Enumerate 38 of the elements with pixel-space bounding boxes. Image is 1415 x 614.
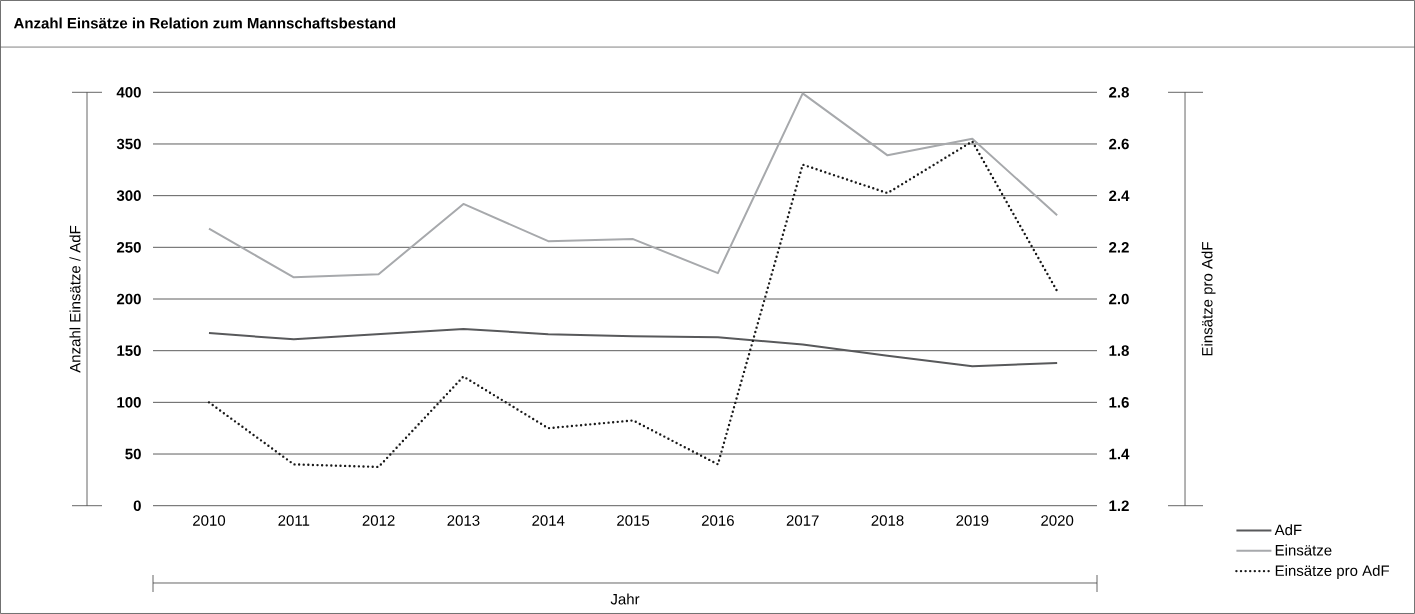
x-tick-label: 2020 [1041,515,1074,526]
x-tick-label: 2018 [871,515,904,526]
y2-axis-title: Einsätze pro AdF [1201,242,1216,356]
y2-tick-label: 1.2 [1109,500,1129,511]
legend-label: Einsätze [1275,544,1332,556]
y2-tick-label: 2.0 [1109,293,1129,305]
y2-tick-label: 1.6 [1109,397,1129,408]
line-series [207,92,1059,279]
y-tick-label: 0 [133,500,141,511]
x-tick-label: 2013 [447,515,480,526]
legend-label: Einsätze pro AdF [1275,564,1390,579]
y2-tick-label: 2.8 [1109,86,1129,98]
x-tick-label: 2014 [532,515,565,526]
chart-title: Anzahl Einsätze in Relation zum Mannschaftsbestand [13,17,396,29]
y-tick-label: 100 [117,397,141,408]
y-tick-label: 150 [117,345,141,356]
y2-tick-label: 2.2 [1109,242,1129,253]
y-tick-label: 400 [116,86,141,98]
legend-label: AdF [1274,524,1302,536]
y2-tick-label: 2.4 [1109,190,1130,201]
x-tick-label: 2019 [956,515,989,526]
y-tick-label: 300 [116,190,141,201]
x-tick-label: 2015 [617,515,650,526]
x-axis-title: Jahr [610,593,640,605]
y-tick-label: 50 [125,448,141,460]
y-tick-label: 250 [116,242,141,253]
y-tick-label: 200 [116,293,141,305]
x-tick-label: 2016 [701,515,734,526]
x-tick-label: 2010 [193,515,226,526]
x-tick-label: 2011 [278,515,310,526]
y-tick-label: 350 [116,138,141,150]
y2-tick-label: 1.4 [1109,448,1130,460]
y2-tick-label: 1.8 [1109,345,1129,356]
y2-tick-label: 2.6 [1109,138,1129,150]
x-tick-label: 2017 [786,515,819,526]
y-axis-title: Anzahl Einsätze / AdF [69,225,81,373]
x-tick-label: 2012 [362,515,395,526]
line-series [207,140,1059,469]
